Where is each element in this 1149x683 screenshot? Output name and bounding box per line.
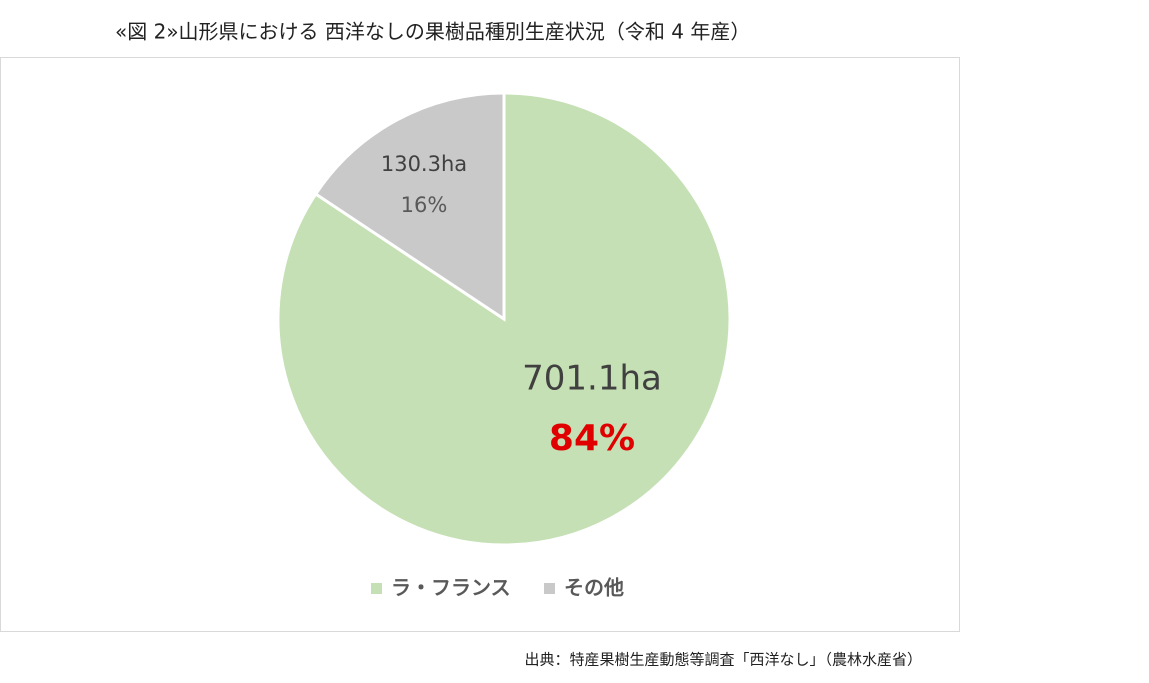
chart-title: «図 2»山形県における 西洋なしの果樹品種別生産状況（令和 4 年産）: [115, 20, 750, 44]
legend-label: ラ・フランス: [391, 576, 511, 600]
pie-slice: [313, 91, 506, 322]
legend-swatch: [371, 583, 382, 594]
data-label: 701.1ha: [522, 359, 662, 399]
legend-swatch: [544, 583, 555, 594]
percent-label: 16%: [401, 193, 448, 217]
legend-label: その他: [564, 576, 624, 600]
source-note: 出典：特産果樹生産動態等調査「西洋なし」（農林水産省）: [524, 651, 922, 669]
percent-label: 84%: [549, 418, 635, 459]
data-label: 130.3ha: [381, 152, 467, 176]
